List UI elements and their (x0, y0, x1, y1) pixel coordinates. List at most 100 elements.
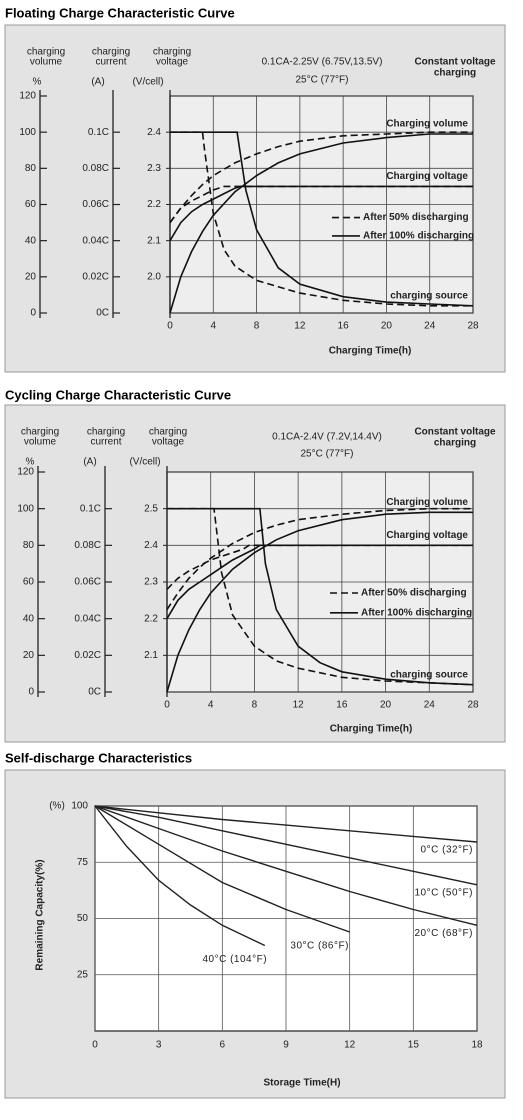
y-tick-label: 0.02C (74, 650, 101, 661)
y-tick-label: 0.1C (88, 127, 109, 138)
curve (170, 131, 474, 307)
annotation: 25°C (77°F) (295, 75, 348, 86)
curve-label: 30°C (86°F) (290, 941, 349, 952)
y-tick-label: 2.1 (144, 650, 158, 661)
curve-label: charging source (390, 290, 468, 301)
x-tick-label: 28 (467, 321, 479, 332)
curve (94, 805, 478, 886)
y-tick-label: 40 (25, 235, 37, 246)
annotation: charging (434, 438, 476, 449)
x-axis-title: Charging Time(h) (329, 346, 412, 357)
curve (169, 131, 473, 224)
axis-title: charging (92, 47, 130, 58)
annotation: Constant voltage (414, 57, 496, 68)
legend-label: After 100% discharging (361, 607, 472, 618)
x-tick-label: 20 (381, 321, 393, 332)
axis-unit: (A) (91, 77, 104, 88)
y-tick-label: 50 (77, 913, 89, 924)
axis-title: charging (87, 427, 125, 438)
x-tick-label: 15 (408, 1040, 420, 1051)
y-tick-label: 2.3 (144, 577, 158, 588)
x-tick-label: 4 (211, 321, 217, 332)
annotation: 25°C (77°F) (300, 449, 353, 460)
curve (166, 507, 473, 610)
curve-label: Charging voltage (386, 530, 468, 541)
legend-label: After 50% discharging (361, 588, 467, 599)
y-tick-label: 20 (23, 650, 35, 661)
y-tick-label: 40 (23, 613, 35, 624)
y-tick-label: 60 (25, 199, 37, 210)
chart-title: Self-discharge Characteristics (5, 750, 192, 765)
curve-label: 40°C (104°F) (202, 954, 267, 965)
x-tick-label: 0 (167, 321, 173, 332)
annotation: charging (434, 68, 476, 79)
curve-label: 10°C (50°F) (414, 887, 473, 898)
curve-label: 0°C (32°F) (421, 845, 473, 856)
axis-title: volume (30, 57, 63, 68)
legend-label: After 100% discharging (363, 231, 474, 242)
x-tick-label: 12 (344, 1040, 356, 1051)
y-tick-label: 80 (23, 540, 35, 551)
x-tick-label: 18 (471, 1040, 483, 1051)
x-tick-label: 24 (424, 321, 436, 332)
y-tick-label: 0 (28, 687, 34, 698)
axis-unit: % (33, 77, 42, 88)
y-tick-label: 0 (30, 308, 36, 319)
y-tick-label: 120 (19, 91, 36, 102)
axis-unit: % (26, 457, 35, 468)
y-tick-label: 2.1 (147, 235, 161, 246)
axis-title: volume (24, 437, 57, 448)
axis-unit: (A) (83, 457, 96, 468)
x-tick-label: 6 (220, 1040, 226, 1051)
curve-label: Charging volume (386, 497, 468, 508)
y-tick-label: 0.08C (82, 163, 109, 174)
y-tick-label: 0.1C (80, 503, 101, 514)
curve (166, 511, 473, 693)
x-tick-label: 16 (336, 700, 348, 711)
x-tick-label: 8 (254, 321, 260, 332)
y-tick-label: 0.02C (82, 271, 109, 282)
axis-title: current (90, 437, 121, 448)
y-tick-label: 25 (77, 969, 89, 980)
y-tick-label: 2.4 (147, 127, 161, 138)
curve-label: charging source (390, 669, 468, 680)
y-tick-label: 0.04C (74, 613, 101, 624)
y-tick-label: 100 (19, 127, 36, 138)
y-tick-label: 2.4 (144, 540, 158, 551)
y-tick-label: 75 (77, 857, 89, 868)
curve (94, 805, 478, 843)
x-tick-label: 12 (293, 700, 305, 711)
curve (94, 805, 266, 947)
y-tick-label: 2.5 (144, 503, 158, 514)
axis-title: current (95, 57, 126, 68)
x-tick-label: 0 (92, 1040, 98, 1051)
axis-title: charging (153, 47, 191, 58)
x-tick-label: 28 (467, 700, 479, 711)
y-tick-label: 100 (17, 503, 34, 514)
legend-label: After 50% discharging (363, 212, 469, 223)
curve (170, 131, 473, 307)
x-tick-label: 4 (208, 700, 214, 711)
curve (169, 133, 473, 314)
y-axis-title: Remaining Capacity(%) (35, 859, 46, 970)
curve-label: Charging volume (386, 119, 468, 130)
curve (166, 544, 473, 590)
curve (94, 805, 350, 933)
chart-title: Cycling Charge Characteristic Curve (5, 387, 231, 402)
curve (167, 507, 474, 686)
y-tick-label: 2.2 (144, 613, 158, 624)
axis-title: voltage (156, 57, 189, 68)
y-tick-label: 0.04C (82, 235, 109, 246)
axis-title: charging (27, 47, 65, 58)
axis-title: voltage (152, 437, 185, 448)
axis-unit: (V/cell) (129, 457, 160, 468)
annotation: 0.1CA-2.4V (7.2V,14.4V) (272, 432, 382, 443)
x-axis-title: Charging Time(h) (330, 724, 413, 735)
x-tick-label: 20 (380, 700, 392, 711)
axis-unit: (V/cell) (132, 77, 163, 88)
y-tick-label: 2.2 (147, 199, 161, 210)
x-tick-label: 16 (338, 321, 350, 332)
x-tick-label: 3 (156, 1040, 162, 1051)
y-tick-label: 80 (25, 163, 37, 174)
